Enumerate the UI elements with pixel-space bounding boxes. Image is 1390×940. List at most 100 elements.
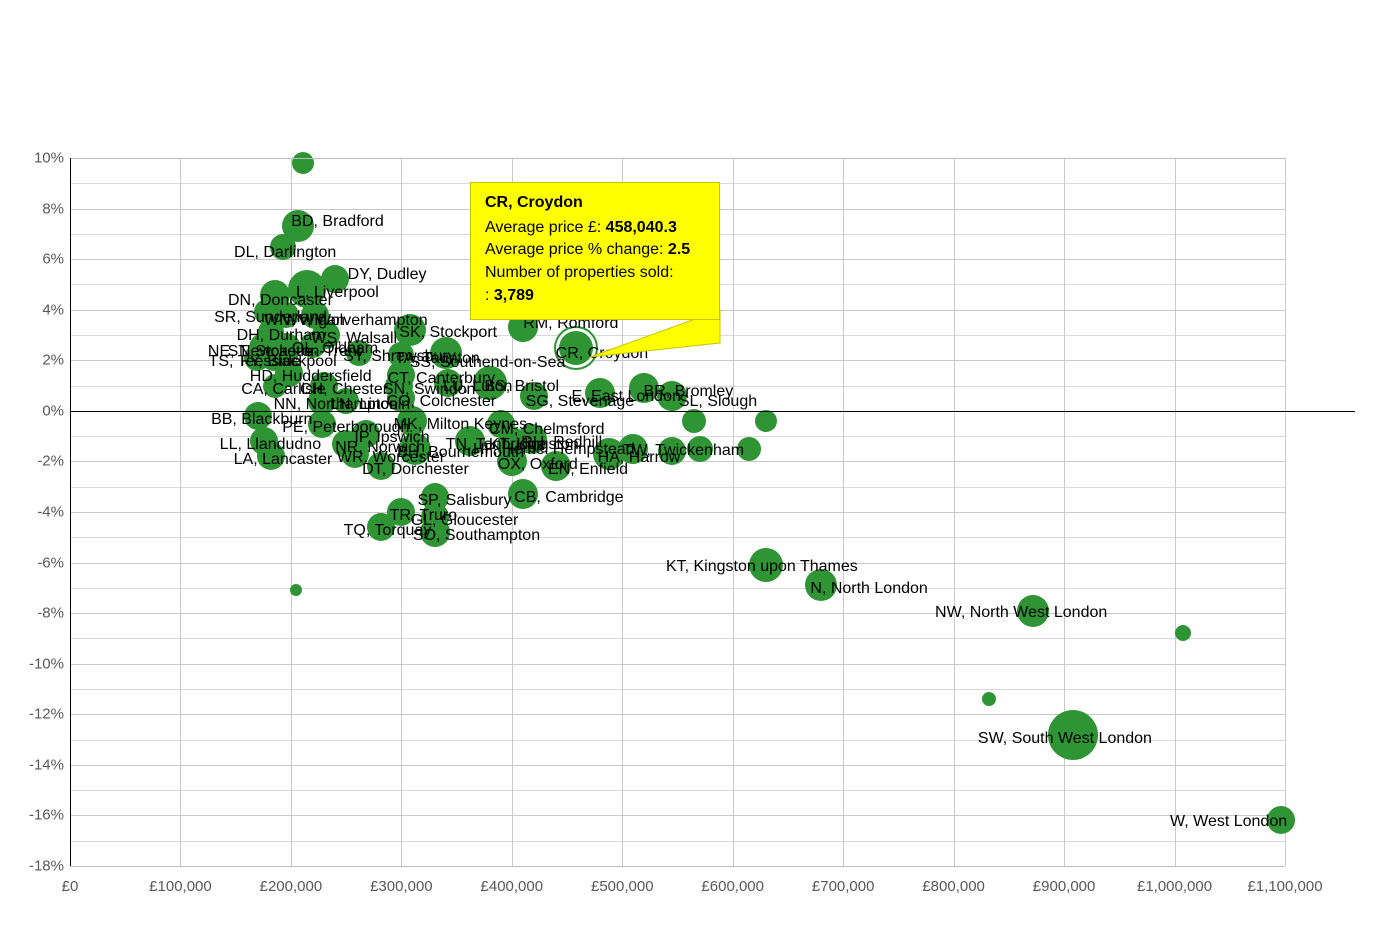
plot-top-border [70, 158, 1285, 159]
y-axis-tick-label: 10% [33, 149, 64, 167]
y-axis-tick-label: -4% [37, 503, 64, 521]
gridline-horizontal [70, 790, 1285, 792]
gridline-horizontal [70, 360, 1285, 362]
tooltip-row: Average price % change: 2.5 [485, 239, 705, 262]
bubble[interactable] [290, 584, 303, 597]
gridline-vertical [1174, 158, 1176, 866]
tooltip-row-label: Average price £: [485, 218, 602, 236]
gridline-vertical [180, 158, 182, 866]
bubble[interactable] [270, 233, 297, 260]
bubble[interactable] [243, 401, 272, 430]
bubble[interactable] [454, 426, 485, 457]
tooltip-row-label: : [485, 286, 490, 304]
y-axis-tick-label: 6% [42, 250, 64, 268]
gridline-horizontal [70, 587, 1285, 589]
bubble[interactable] [686, 435, 713, 462]
bubble[interactable] [472, 366, 507, 401]
x-axis-tick-label: £800,000 [922, 878, 985, 895]
y-axis-tick-label: -12% [28, 705, 64, 723]
y-axis-line [70, 158, 71, 866]
bubble[interactable] [632, 373, 657, 398]
gridline-vertical [732, 158, 734, 866]
gridline-horizontal [70, 689, 1285, 690]
bubble[interactable] [805, 569, 838, 602]
bubble[interactable] [398, 432, 431, 465]
bubble[interactable] [429, 336, 462, 369]
tooltip-pointer [589, 309, 721, 358]
bubble[interactable] [618, 433, 649, 464]
y-axis-tick-label: -16% [28, 806, 64, 824]
bubble[interactable] [394, 313, 427, 346]
x-axis-tick-label: £600,000 [701, 878, 765, 895]
bubble[interactable] [1266, 806, 1295, 835]
gridline-vertical [290, 158, 292, 866]
tooltip-row: : 3,789 [485, 285, 705, 308]
bubble[interactable] [507, 479, 538, 510]
y-axis-tick-label: 4% [42, 301, 64, 319]
y-axis-tick-label: 0% [42, 402, 64, 420]
x-axis-tick-label: £900,000 [1032, 878, 1096, 895]
bubble[interactable] [263, 373, 288, 398]
y-axis-tick-label: -2% [37, 452, 64, 470]
bubble[interactable] [346, 339, 373, 366]
gridline-vertical [1285, 158, 1286, 866]
tooltip-title: CR, Croydon [485, 194, 583, 211]
bubble[interactable] [541, 451, 571, 482]
bubble[interactable] [292, 152, 315, 175]
bubble[interactable] [656, 380, 687, 411]
zero-baseline [70, 410, 1355, 412]
bubble[interactable] [519, 381, 548, 410]
bubble-selected[interactable] [560, 332, 591, 363]
gridline-horizontal [70, 436, 1285, 438]
bubble[interactable] [1047, 709, 1098, 760]
y-axis-tick-label: 2% [42, 351, 64, 369]
x-axis-tick-label: £200,000 [259, 878, 323, 895]
gridline-horizontal [70, 815, 1285, 817]
tooltip-row-value: 2.5 [663, 241, 691, 259]
bubble[interactable] [682, 408, 707, 433]
gridline-vertical [1064, 158, 1066, 866]
x-axis-tick-label: £100,000 [149, 878, 212, 895]
bubble[interactable] [748, 548, 783, 583]
x-axis-tick-label: £500,000 [590, 878, 654, 895]
bubble[interactable] [754, 409, 777, 432]
bubble[interactable] [333, 387, 360, 414]
bubble[interactable] [981, 692, 996, 707]
tooltip-rows: Average price £: 458,040.3 Average price … [485, 217, 705, 308]
bubble[interactable] [657, 437, 686, 466]
gridline-horizontal [70, 663, 1285, 665]
gridline-horizontal [70, 512, 1285, 513]
y-axis-tick-label: -18% [28, 857, 64, 875]
x-axis-tick-label: £700,000 [811, 878, 875, 895]
tooltip: CR, Croydon Average price £: 458,040.3 Av… [470, 182, 720, 320]
x-axis-tick-label: £1,100,000 [1247, 878, 1323, 895]
gridline-vertical [511, 158, 513, 866]
gridline-horizontal [70, 613, 1285, 615]
bubble[interactable] [257, 442, 286, 471]
gridline-horizontal [70, 537, 1285, 539]
bubble[interactable] [367, 452, 396, 481]
bubble[interactable] [300, 332, 326, 359]
bubble[interactable] [419, 517, 450, 548]
bubble[interactable] [340, 439, 369, 468]
x-axis-tick-label: £1,000,000 [1136, 878, 1213, 895]
x-axis-tick-label: £300,000 [370, 878, 433, 895]
y-axis-tick-label: -6% [37, 554, 64, 572]
bubble[interactable] [433, 369, 462, 398]
bubble[interactable] [585, 378, 616, 409]
y-axis-tick-label: -8% [37, 604, 64, 622]
bubble[interactable] [367, 513, 396, 542]
plot-bottom-border [70, 866, 1285, 867]
bubble[interactable] [1017, 594, 1050, 627]
bubble[interactable] [737, 436, 762, 461]
x-axis-tick-label: £400,000 [480, 878, 544, 895]
bubble[interactable] [496, 446, 527, 477]
tooltip-row-label: Number of properties sold: [485, 264, 674, 282]
tooltip-row: Number of properties sold: [485, 262, 705, 285]
gridline-horizontal [70, 486, 1285, 488]
x-axis-tick-label: £0 [61, 878, 79, 895]
bubble[interactable] [1175, 625, 1192, 642]
y-axis-ticks: 10% 8% 6% 4% 2% 0% -2% -4% -6% -8% -10% -12% -14% -16… [0, 0, 64, 940]
bubble[interactable] [307, 409, 336, 438]
gridline-horizontal [70, 764, 1285, 766]
